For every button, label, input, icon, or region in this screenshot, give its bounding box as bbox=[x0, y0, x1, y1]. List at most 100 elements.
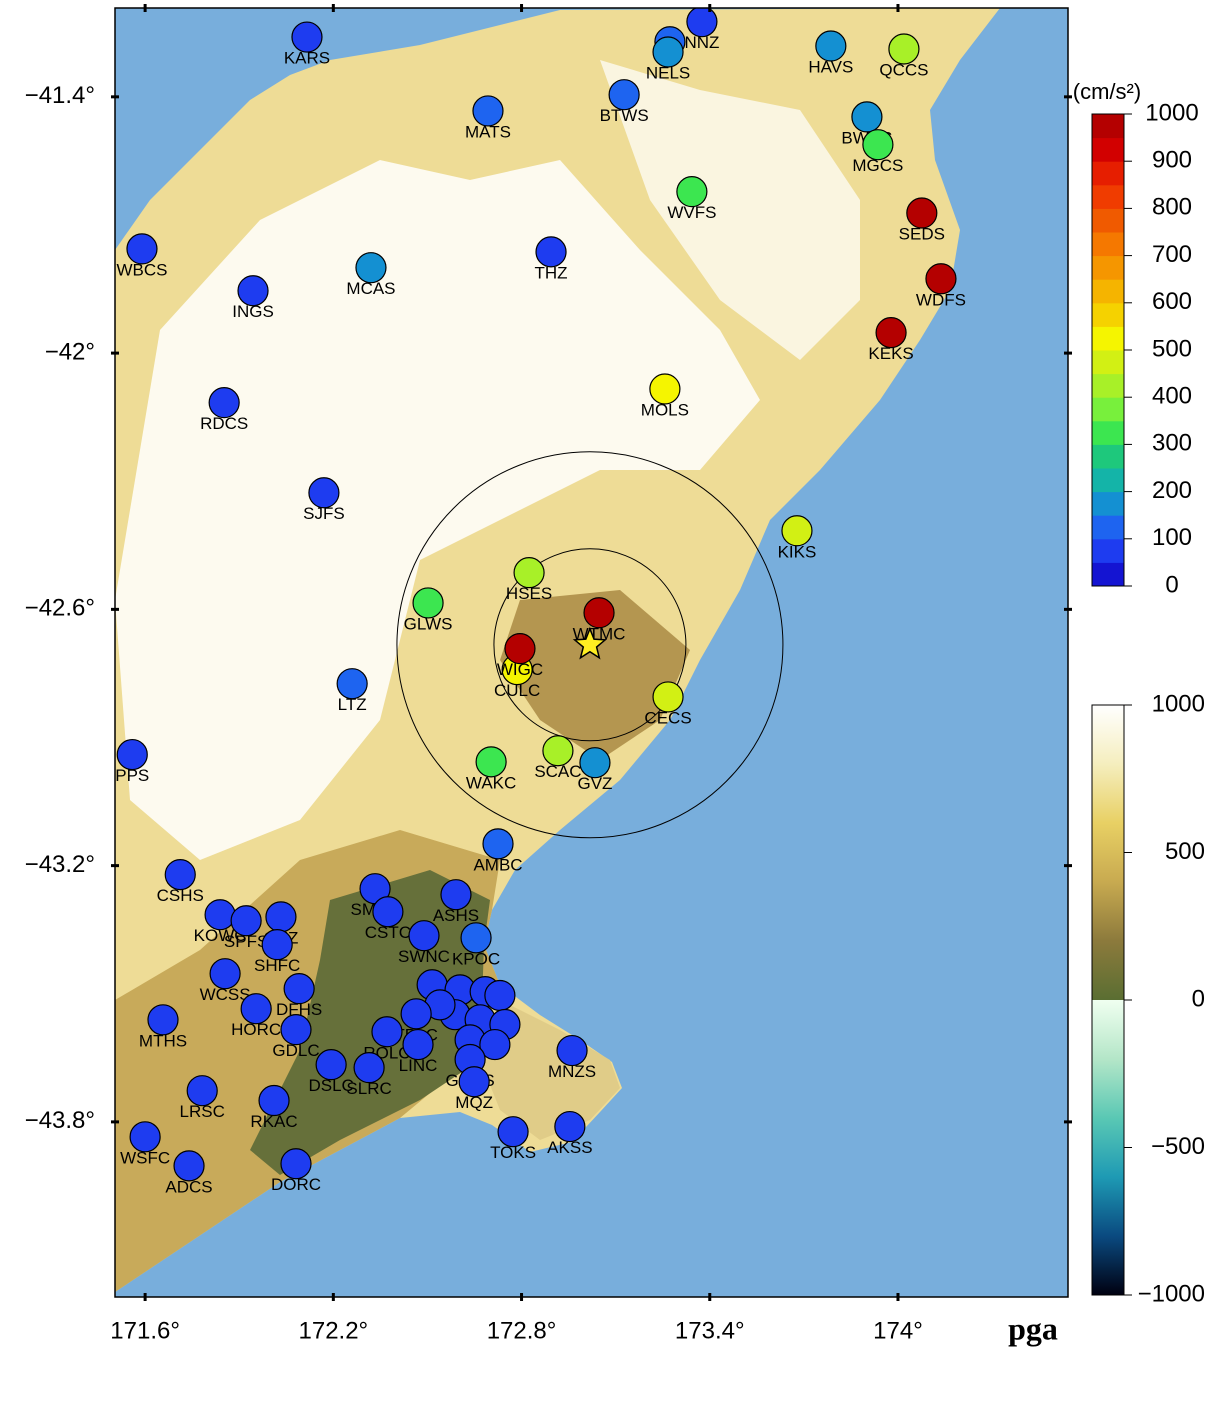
pga-scale-segment bbox=[1092, 161, 1124, 186]
station-label: KOWC bbox=[194, 926, 247, 945]
station-marker bbox=[862, 129, 894, 161]
topo-scale-label: −1000 bbox=[1138, 1280, 1205, 1307]
station-label: WIGC bbox=[497, 660, 543, 679]
stations: KARSMATSBTWSNNZNELSHAVSQCCSBWRSMGCSWVFSS… bbox=[115, 8, 966, 1196]
station-label: MCAS bbox=[346, 279, 395, 298]
station-marker bbox=[209, 958, 241, 990]
station-label: NNZ bbox=[684, 33, 719, 52]
station-marker bbox=[208, 387, 240, 419]
pga-scale-label: 600 bbox=[1152, 288, 1192, 315]
station-label: RDCS bbox=[200, 414, 248, 433]
station-marker bbox=[412, 587, 444, 619]
station-label: RKAC bbox=[250, 1112, 297, 1131]
station-marker bbox=[240, 993, 272, 1025]
pga-scale-segment bbox=[1092, 468, 1124, 493]
station-marker bbox=[906, 197, 938, 229]
station-marker bbox=[116, 738, 148, 771]
station-label: CSTC bbox=[365, 923, 411, 942]
station-label: WSFC bbox=[120, 1148, 170, 1167]
station-marker bbox=[355, 252, 387, 284]
map-area: KARSMATSBTWSNNZNELSHAVSQCCSBWRSMGCSWVFSS… bbox=[115, 8, 1068, 1297]
pga-scale-segment bbox=[1092, 208, 1124, 233]
station-marker bbox=[504, 633, 536, 665]
pga-scale-segment bbox=[1092, 279, 1124, 304]
station-marker bbox=[164, 858, 196, 891]
station-label: KEKS bbox=[868, 344, 913, 363]
station-label: KIKS bbox=[778, 542, 817, 561]
station-marker bbox=[408, 920, 440, 952]
station-marker bbox=[554, 1110, 586, 1143]
station-marker bbox=[556, 1034, 588, 1067]
station-marker bbox=[261, 929, 293, 961]
station-marker bbox=[815, 30, 847, 62]
station-label: KARS bbox=[284, 49, 330, 68]
axes: 171.6° 172.2° 172.8° 173.4° 174° −41.4° −42° −4… bbox=[25, 4, 1072, 1344]
station-marker bbox=[649, 373, 681, 405]
pga-scale-segment bbox=[1092, 184, 1124, 209]
distance-ring bbox=[493, 548, 687, 742]
y-tick-label: −41.4° bbox=[25, 82, 95, 109]
station-label: WBCS bbox=[116, 260, 167, 279]
station-marker bbox=[440, 879, 472, 911]
pga-scale-segment bbox=[1092, 302, 1124, 327]
station-label: DORC bbox=[271, 1175, 321, 1194]
station-label: AMBC bbox=[473, 855, 522, 874]
station-marker bbox=[497, 1116, 529, 1148]
x-tick-label: 172.8° bbox=[487, 1317, 557, 1344]
station-label: PPS bbox=[115, 766, 149, 785]
station-label: GDLC bbox=[272, 1041, 319, 1060]
pga-scale-segment bbox=[1092, 373, 1124, 398]
upland bbox=[600, 60, 860, 360]
station-label: SHFC bbox=[254, 956, 300, 975]
station-label: ASHS bbox=[433, 906, 479, 925]
pga-scale-segment bbox=[1092, 326, 1124, 351]
pga-scale-label: 200 bbox=[1152, 477, 1192, 504]
station-marker bbox=[402, 1028, 434, 1061]
station-label: MOLS bbox=[641, 400, 689, 419]
station-marker bbox=[875, 316, 907, 349]
station-label: SLRC bbox=[346, 1079, 391, 1098]
station-label: CULC bbox=[494, 681, 540, 700]
station-label: AKSS bbox=[547, 1138, 592, 1157]
station-label: SPFS bbox=[224, 932, 268, 951]
pga-scale-segment bbox=[1092, 255, 1124, 280]
station-label: GVZ bbox=[577, 774, 612, 793]
station-label: SCAC bbox=[534, 762, 581, 781]
station-marker bbox=[458, 1066, 490, 1098]
station-label: CECS bbox=[644, 708, 691, 727]
x-tick-label: 173.4° bbox=[675, 1317, 745, 1344]
station-marker bbox=[280, 1014, 312, 1046]
station-marker bbox=[542, 735, 574, 767]
station-marker bbox=[482, 828, 514, 860]
station-marker bbox=[173, 1150, 205, 1182]
station-marker bbox=[479, 1028, 511, 1061]
upland bbox=[115, 160, 760, 860]
station-marker bbox=[315, 1049, 347, 1081]
station-marker bbox=[608, 79, 640, 111]
station-label: MNZS bbox=[548, 1062, 596, 1081]
station-marker bbox=[652, 36, 684, 68]
station-label: MATS bbox=[465, 122, 511, 141]
station-marker bbox=[484, 979, 516, 1012]
station-label: HAVS bbox=[808, 57, 853, 76]
station-marker bbox=[472, 95, 504, 127]
pga-scale-label: 500 bbox=[1152, 335, 1192, 362]
station-label: WVFS bbox=[667, 203, 716, 222]
station-label: DSLC bbox=[308, 1076, 353, 1095]
station-marker bbox=[400, 998, 432, 1030]
station-marker bbox=[237, 275, 269, 307]
station-label: INGS bbox=[232, 302, 274, 321]
station-marker bbox=[353, 1052, 385, 1084]
pga-unit: (cm/s²) bbox=[1073, 79, 1141, 104]
station-marker bbox=[129, 1121, 161, 1153]
station-marker bbox=[460, 922, 492, 954]
station-marker bbox=[888, 33, 920, 65]
station-marker bbox=[147, 1004, 179, 1036]
station-marker bbox=[372, 896, 404, 928]
pga-scale-label: 400 bbox=[1152, 383, 1192, 410]
station-marker bbox=[579, 747, 611, 779]
station-marker bbox=[291, 21, 323, 53]
station-marker bbox=[583, 597, 615, 629]
station-marker bbox=[925, 263, 957, 295]
